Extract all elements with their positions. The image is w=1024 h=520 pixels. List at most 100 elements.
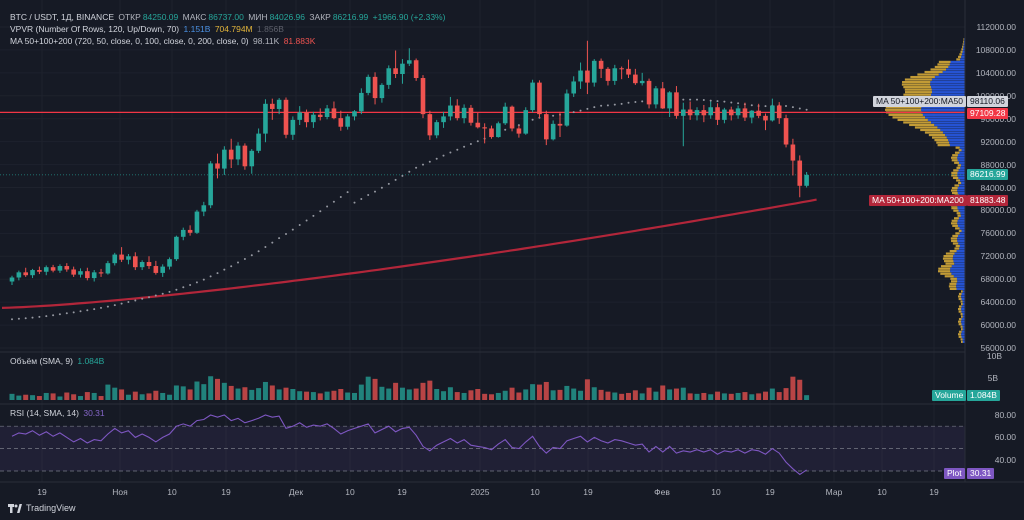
ma50-point bbox=[696, 98, 698, 101]
vpvr-legend[interactable]: VPVR (Number Of Rows, 120, Up/Down, 70) … bbox=[10, 24, 286, 35]
rsi-title[interactable]: RSI (14, SMA, 14) bbox=[10, 408, 79, 418]
volume-bar bbox=[235, 388, 241, 400]
vpvr-down-row bbox=[956, 179, 961, 182]
vpvr-up-row bbox=[958, 242, 965, 245]
vpvr-down-row bbox=[958, 295, 962, 298]
vpvr-up-row bbox=[949, 63, 965, 66]
vpvr-up-row bbox=[956, 285, 965, 288]
vpvr-up-row bbox=[957, 237, 965, 240]
vpvr-up-row bbox=[956, 277, 965, 280]
candle-body bbox=[242, 145, 248, 167]
vpvr-down-row bbox=[952, 154, 958, 157]
volume-legend-value: 1.084B bbox=[77, 356, 105, 366]
price-tick-label: 88000.00 bbox=[980, 159, 1016, 170]
volume-bar bbox=[441, 391, 447, 400]
candle-body bbox=[448, 105, 453, 117]
vpvr-title[interactable]: VPVR (Number Of Rows, 120, Up/Down, 70) bbox=[10, 24, 180, 34]
ma50-point bbox=[408, 170, 411, 173]
vpvr-down-row bbox=[954, 247, 960, 250]
volume-bar bbox=[43, 392, 49, 400]
volume-bar bbox=[475, 389, 481, 400]
vpvr-up-row bbox=[938, 73, 965, 76]
vpvr-down-row bbox=[897, 118, 928, 122]
ma50-point bbox=[387, 182, 390, 185]
vpvr-down-row bbox=[949, 249, 957, 253]
price-tick-label: 72000.00 bbox=[980, 251, 1016, 262]
volume-title[interactable]: Объём (SMA, 9) bbox=[10, 356, 73, 366]
candle-body bbox=[208, 163, 213, 206]
horizontal-line[interactable] bbox=[0, 111, 965, 176]
volume-bar bbox=[352, 392, 357, 400]
time-tick-label: 19 bbox=[583, 487, 593, 497]
candle-body bbox=[612, 68, 618, 81]
open-label: ОТКР bbox=[118, 12, 141, 22]
vpvr-down-row bbox=[945, 262, 955, 265]
ma50-point bbox=[353, 201, 356, 204]
rsi-legend[interactable]: RSI (14, SMA, 14) 30.31 bbox=[10, 408, 107, 419]
vpvr-down-row bbox=[884, 108, 921, 111]
vpvr-up-row bbox=[949, 141, 965, 144]
vpvr-up-row bbox=[961, 295, 965, 298]
vpvr-down-row bbox=[960, 300, 963, 303]
vpvr-up-row bbox=[961, 307, 965, 311]
vpvr-up-row bbox=[942, 131, 965, 134]
volume-bars bbox=[9, 376, 810, 400]
candle-body bbox=[290, 119, 296, 135]
ma50-point bbox=[243, 258, 246, 260]
volume-bar bbox=[153, 390, 159, 400]
vpvr-up-row bbox=[962, 300, 965, 303]
ma50-point bbox=[682, 98, 685, 101]
volume-bar bbox=[564, 385, 570, 400]
volume-bar bbox=[317, 393, 323, 400]
volume-bar bbox=[721, 393, 727, 400]
ma50-point bbox=[45, 315, 48, 318]
volume-bar bbox=[454, 392, 460, 400]
volume-bar bbox=[372, 378, 378, 400]
candle-body bbox=[71, 269, 76, 275]
candle-body bbox=[160, 266, 165, 273]
volume-bar bbox=[201, 384, 207, 400]
ma50-point bbox=[257, 250, 260, 253]
ma-title[interactable]: MA 50+100+200 (720, 50, close, 0, 100, c… bbox=[10, 36, 249, 46]
vpvr-down-row bbox=[952, 234, 959, 238]
volume-legend[interactable]: Объём (SMA, 9) 1.084B bbox=[10, 356, 106, 367]
candle-body bbox=[523, 110, 529, 134]
candle-body bbox=[407, 60, 412, 64]
volume-bar bbox=[763, 391, 768, 400]
volume-bar bbox=[735, 392, 741, 400]
candle-body bbox=[441, 116, 446, 123]
candle-body bbox=[167, 259, 172, 267]
vpvr-down-row bbox=[957, 214, 961, 217]
ma50-point bbox=[428, 160, 431, 163]
ma50-point bbox=[339, 196, 342, 198]
vpvr-down-row bbox=[944, 275, 954, 278]
vpvr-down-row bbox=[955, 146, 960, 149]
candle-body bbox=[735, 108, 741, 116]
symbol-legend[interactable]: BTC / USDT, 1Д, BINANCE ОТКР 84250.09 МАК… bbox=[10, 12, 447, 23]
symbol-title[interactable]: BTC / USDT, 1Д, BINANCE bbox=[10, 12, 114, 22]
volume-bar bbox=[632, 390, 638, 400]
ma-legend[interactable]: MA 50+100+200 (720, 50, close, 0, 100, c… bbox=[10, 36, 317, 47]
vpvr-down-row bbox=[952, 176, 959, 180]
candle-body bbox=[770, 105, 775, 121]
vpvr-down-row bbox=[938, 60, 951, 64]
volume-bar bbox=[256, 388, 262, 400]
volume-bar bbox=[173, 385, 179, 400]
candlestick-series[interactable] bbox=[9, 40, 809, 285]
vpvr-up-row bbox=[962, 302, 965, 306]
ma50-point bbox=[346, 191, 349, 194]
volume-bar bbox=[71, 394, 77, 400]
tradingview-logo[interactable]: TradingView bbox=[8, 503, 76, 513]
vpvr-up-row bbox=[940, 128, 965, 132]
ma50-point bbox=[223, 268, 226, 271]
vpvr-down-row bbox=[928, 133, 946, 137]
volume-bar bbox=[468, 390, 474, 400]
price-tick-label: 84000.00 bbox=[980, 182, 1016, 193]
time-tick-label: 10 bbox=[167, 487, 177, 497]
volume-bar bbox=[673, 388, 679, 400]
vpvr-down-row bbox=[958, 307, 962, 311]
vpvr-up-row bbox=[963, 43, 965, 46]
time-tick-label: 19 bbox=[221, 487, 231, 497]
candle-body bbox=[530, 82, 535, 111]
